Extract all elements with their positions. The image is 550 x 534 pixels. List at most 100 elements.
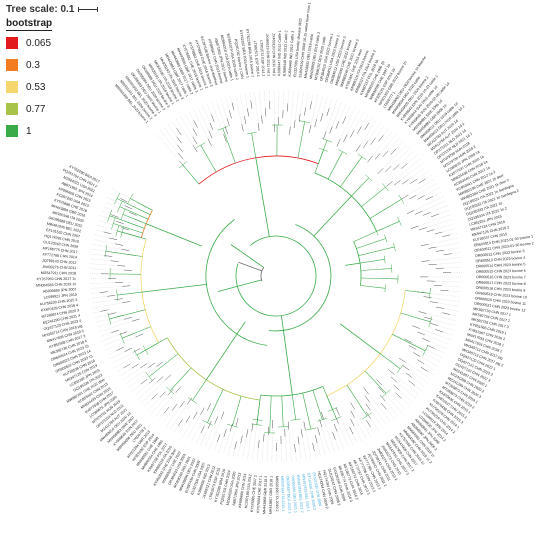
terminal-branch: [124, 205, 133, 210]
tip-guide-line: [218, 436, 225, 453]
tip-label: MW491933 BEL 2021 1: [301, 474, 310, 512]
terminal-branch: [442, 234, 451, 237]
legend-swatch: [6, 59, 18, 71]
tip-guide-line: [266, 434, 269, 462]
terminal-branch: [326, 108, 330, 116]
internal-branch: [392, 334, 426, 352]
terminal-branch: [429, 301, 438, 304]
terminal-branch: [220, 411, 225, 419]
tip-guide-line: [370, 410, 384, 429]
internal-branch: [314, 149, 324, 174]
internal-branch: [116, 198, 151, 215]
terminal-branch: [131, 318, 140, 322]
legend-label: 0.065: [26, 37, 52, 49]
terminal-branch: [122, 301, 131, 304]
terminal-branch: [209, 122, 214, 131]
tip-guide-line: [418, 214, 452, 227]
tip-label: OR600520 CHN 2023 bovine 11: [474, 296, 526, 306]
tip-guide-line: [434, 281, 462, 283]
internal-branch: [148, 353, 179, 377]
subclade-arc: [114, 192, 120, 205]
internal-branch: [369, 198, 402, 219]
internal-branch: [182, 164, 200, 185]
legend-item: 0.53: [6, 80, 51, 94]
terminal-branch: [421, 260, 430, 262]
tip-guide-line: [436, 262, 462, 265]
tip-guide-line: [314, 450, 316, 458]
tip-label: OR600511 CHN 2023-01-30 bovine 2: [474, 241, 534, 253]
subclade-arc: [111, 217, 116, 230]
subclade-arc: [187, 397, 197, 404]
terminal-branch: [265, 108, 267, 117]
terminal-branch: [350, 402, 356, 410]
tip-guide-line: [419, 328, 451, 340]
internal-branch: [230, 244, 264, 268]
internal-branch: [292, 394, 296, 420]
tip-guide-line: [256, 448, 259, 462]
terminal-branch: [390, 148, 397, 155]
tip-guide-line: [116, 367, 124, 373]
terminal-branch: [177, 144, 183, 152]
tip-guide-line: [90, 282, 116, 284]
terminal-branch: [420, 243, 429, 247]
terminal-branch: [124, 316, 132, 320]
tip-guide-line: [193, 109, 209, 139]
tip-label: KY762287 BRA 2015 bovine 1: [239, 30, 250, 79]
tip-guide-line: [239, 93, 245, 117]
terminal-branch: [235, 417, 239, 426]
terminal-branch: [365, 419, 371, 428]
tip-guide-line: [204, 423, 215, 448]
tip-guide-line: [325, 100, 338, 132]
internal-branch: [346, 384, 368, 417]
terminal-branch: [404, 338, 412, 343]
tip-guide-line: [396, 382, 416, 399]
tip-guide-line: [154, 392, 176, 418]
internal-branch: [121, 326, 151, 339]
tip-guide-line: [101, 210, 112, 215]
terminal-branch: [443, 253, 452, 255]
internal-branch: [117, 230, 142, 238]
tip-label: KX870439 CHN 2016 4: [41, 303, 79, 312]
tip-guide-line: [345, 105, 351, 117]
tip-guide-line: [232, 449, 235, 457]
terminal-branch: [342, 116, 347, 125]
tip-guide-line: [298, 444, 302, 461]
terminal-branch: [110, 260, 119, 262]
subclade-arc: [362, 412, 373, 420]
tip-guide-line: [390, 147, 411, 167]
tip-guide-line: [420, 356, 439, 367]
terminal-branch: [308, 124, 312, 133]
terminal-branch: [175, 386, 181, 393]
internal-branch: [130, 198, 153, 211]
terminal-branch: [258, 440, 260, 449]
tip-label: MZ664320 USA 2020: [226, 471, 237, 505]
subclade-arc: [166, 386, 175, 395]
tip-guide-line: [336, 431, 345, 450]
subclade-arc: [145, 372, 153, 382]
subclade-arc: [119, 332, 125, 344]
tip-guide-line: [438, 209, 450, 215]
subclade-arc: [120, 208, 126, 220]
internal-branch: [117, 291, 143, 296]
tip-guide-line: [220, 98, 228, 119]
subclade-arc: [397, 216, 402, 226]
tip-label: MT269874 CHN 2020 3: [41, 308, 79, 318]
terminal-branch: [412, 352, 421, 357]
tip-guide-line: [264, 90, 266, 109]
tip-guide-line: [380, 134, 397, 154]
legend-swatch: [6, 81, 18, 93]
tip-guide-line: [105, 201, 130, 213]
tip-guide-line: [424, 187, 440, 196]
tip-guide-line: [443, 267, 462, 269]
terminal-branch: [300, 428, 303, 437]
terminal-branch: [418, 227, 427, 231]
tree-tips: [89, 89, 463, 463]
terminal-branch: [350, 418, 355, 427]
tip-label: LC099921 JPN 2015: [43, 293, 77, 300]
internal-branch: [297, 121, 305, 159]
tip-label: MH443868 GBR 2018 2: [262, 476, 268, 515]
internal-branch: [109, 309, 146, 320]
terminal-branch: [107, 295, 116, 297]
terminal-branch: [410, 225, 419, 229]
